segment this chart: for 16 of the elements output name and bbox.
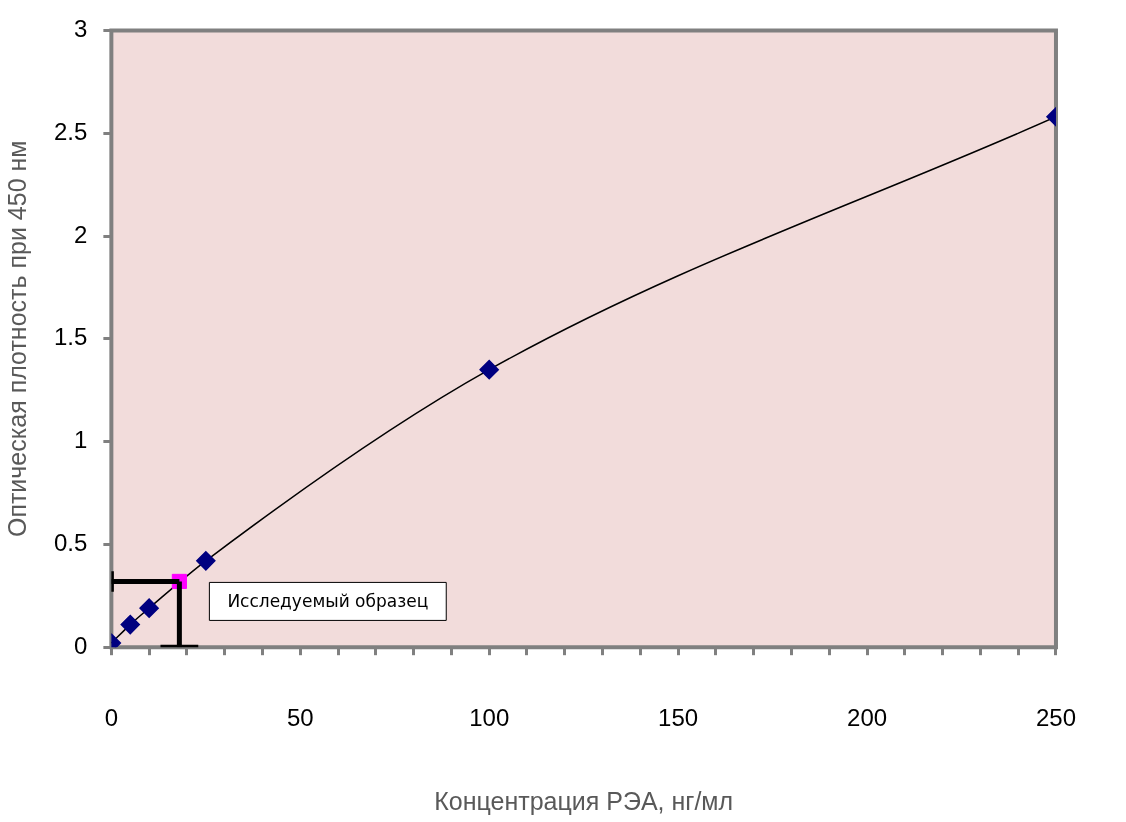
x-tick-label: 0 (104, 704, 119, 732)
x-tick-label: 150 (658, 704, 699, 732)
x-tick-label: 200 (847, 704, 888, 732)
y-tick-label: 1 (74, 426, 88, 454)
y-tick-label: 2 (74, 220, 88, 248)
y-axis-title: Оптическая плотность при 450 нм (2, 140, 31, 538)
x-tick-label: 100 (469, 704, 510, 732)
y-tick-label: 1.5 (53, 323, 88, 351)
y-tick-label: 3 (74, 15, 88, 43)
y-tick-label: 0.5 (53, 529, 88, 557)
x-tick-label: 250 (1035, 704, 1076, 732)
y-tick-label: 0 (74, 631, 88, 659)
x-tick-label: 50 (286, 704, 314, 732)
annotation: Исследуемый образец (227, 590, 429, 611)
x-axis-title: Концентрация РЭА, нг/мл (434, 786, 734, 815)
y-tick-label: 2.5 (53, 117, 88, 145)
